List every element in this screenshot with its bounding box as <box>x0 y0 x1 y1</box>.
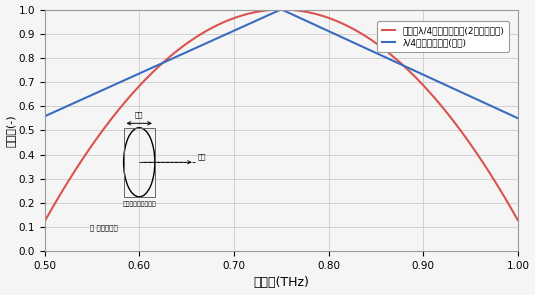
Y-axis label: 楕円率(-): 楕円率(-) <box>5 114 16 147</box>
X-axis label: 周波数(THz): 周波数(THz) <box>253 276 309 289</box>
Legend: 広帯域λ/4波長板設計値(2枚貼り合せ), λ/4波長板設計値(単板): 広帯域λ/4波長板設計値(2枚貼り合せ), λ/4波長板設計値(単板) <box>377 21 509 52</box>
